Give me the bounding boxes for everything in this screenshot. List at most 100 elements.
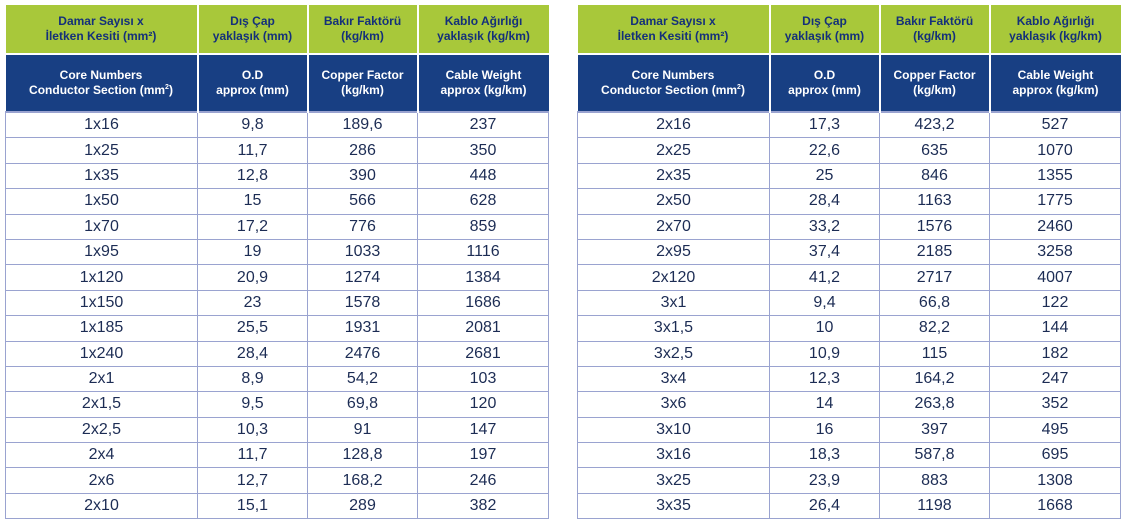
header-outer-diameter-en: O.D approx (mm): [197, 53, 309, 112]
cell-cable-weight: 1668: [989, 492, 1121, 519]
cell-cable-weight: 695: [989, 442, 1121, 469]
cell-core-section: 2x10: [5, 492, 198, 519]
cell-cable-weight: 147: [417, 416, 549, 444]
table-row: 3x16 18,3 587,8 695: [577, 442, 1121, 469]
cell-outer-diameter: 10: [769, 315, 880, 342]
cell-outer-diameter: 33,2: [769, 213, 880, 240]
cell-cable-weight: 1384: [417, 264, 549, 291]
cell-outer-diameter: 25,5: [197, 315, 308, 342]
cell-cable-weight: 1775: [989, 188, 1121, 215]
cable-table-left: Damar Sayısı x İletken Kesiti (mm²) Dış Ç…: [5, 5, 549, 519]
table-row: 3x10 16 397 495: [577, 416, 1121, 444]
table-row: 2x120 41,2 2717 4007: [577, 264, 1121, 291]
cell-copper-factor: 1576: [879, 213, 990, 240]
cell-core-section: 3x35: [577, 492, 770, 519]
cell-core-section: 2x4: [5, 442, 198, 469]
cell-outer-diameter: 11,7: [197, 442, 308, 469]
table-row: 2x1 8,9 54,2 103: [5, 365, 549, 393]
cell-outer-diameter: 10,3: [197, 416, 308, 444]
cell-core-section: 3x25: [577, 467, 770, 494]
table-row: 2x50 28,4 1163 1775: [577, 188, 1121, 215]
cell-outer-diameter: 23,9: [769, 467, 880, 494]
cell-core-section: 3x10: [577, 416, 770, 444]
cell-copper-factor: 69,8: [307, 391, 418, 418]
cell-cable-weight: 495: [989, 416, 1121, 444]
cell-copper-factor: 846: [879, 162, 990, 190]
cell-cable-weight: 628: [417, 188, 549, 215]
table-row: 2x10 15,1 289 382: [5, 492, 549, 519]
cell-copper-factor: 566: [307, 188, 418, 215]
cell-outer-diameter: 12,8: [197, 162, 308, 190]
table-row: 1x95 19 1033 1116: [5, 238, 549, 266]
cell-core-section: 2x2,5: [5, 416, 198, 444]
cell-core-section: 2x50: [577, 188, 770, 215]
header-copper-factor-tr: Bakır Faktörü (kg/km): [879, 5, 991, 54]
cell-core-section: 2x70: [577, 213, 770, 240]
cell-outer-diameter: 14: [769, 391, 880, 418]
cell-core-section: 2x25: [577, 137, 770, 164]
header-row-turkish: Damar Sayısı x İletken Kesiti (mm²) Dış Ç…: [5, 5, 549, 54]
cell-copper-factor: 1033: [307, 238, 418, 266]
cell-core-section: 1x16: [5, 111, 198, 139]
cell-copper-factor: 423,2: [879, 111, 990, 139]
cell-core-section: 2x120: [577, 264, 770, 291]
cell-cable-weight: 197: [417, 442, 549, 469]
cell-copper-factor: 1163: [879, 188, 990, 215]
cell-outer-diameter: 11,7: [197, 137, 308, 164]
cell-core-section: 3x16: [577, 442, 770, 469]
table-row: 2x4 11,7 128,8 197: [5, 442, 549, 469]
table-row: 3x1,5 10 82,2 144: [577, 315, 1121, 342]
cell-cable-weight: 3258: [989, 238, 1121, 266]
cell-outer-diameter: 25: [769, 162, 880, 190]
cell-cable-weight: 1355: [989, 162, 1121, 190]
table-row: 2x2,5 10,3 91 147: [5, 416, 549, 444]
cell-cable-weight: 1686: [417, 289, 549, 317]
cell-cable-weight: 144: [989, 315, 1121, 342]
header-cable-weight-tr: Kablo Ağırlığı yaklaşık (kg/km): [417, 5, 549, 54]
cell-outer-diameter: 15: [197, 188, 308, 215]
cell-core-section: 1x185: [5, 315, 198, 342]
cell-outer-diameter: 12,7: [197, 467, 308, 494]
cell-outer-diameter: 15,1: [197, 492, 308, 519]
cell-outer-diameter: 37,4: [769, 238, 880, 266]
cell-copper-factor: 128,8: [307, 442, 418, 469]
table-row: 1x70 17,2 776 859: [5, 213, 549, 240]
cell-copper-factor: 1274: [307, 264, 418, 291]
cell-copper-factor: 1931: [307, 315, 418, 342]
cell-outer-diameter: 12,3: [769, 365, 880, 393]
cell-outer-diameter: 26,4: [769, 492, 880, 519]
cell-copper-factor: 397: [879, 416, 990, 444]
cell-outer-diameter: 18,3: [769, 442, 880, 469]
cell-copper-factor: 1198: [879, 492, 990, 519]
cell-cable-weight: 103: [417, 365, 549, 393]
cell-copper-factor: 883: [879, 467, 990, 494]
cell-copper-factor: 263,8: [879, 391, 990, 418]
cell-outer-diameter: 8,9: [197, 365, 308, 393]
table-row: 3x6 14 263,8 352: [577, 391, 1121, 418]
cell-copper-factor: 164,2: [879, 365, 990, 393]
cell-core-section: 2x16: [577, 111, 770, 139]
table-row: 1x16 9,8 189,6 237: [5, 111, 549, 139]
cell-cable-weight: 527: [989, 111, 1121, 139]
cell-core-section: 1x240: [5, 340, 198, 367]
cell-cable-weight: 120: [417, 391, 549, 418]
cell-core-section: 1x150: [5, 289, 198, 317]
cell-outer-diameter: 19: [197, 238, 308, 266]
cell-outer-diameter: 28,4: [197, 340, 308, 367]
table-row: 1x240 28,4 2476 2681: [5, 340, 549, 367]
cell-copper-factor: 635: [879, 137, 990, 164]
cell-outer-diameter: 20,9: [197, 264, 308, 291]
table-row: 2x6 12,7 168,2 246: [5, 467, 549, 494]
table-row: 1x185 25,5 1931 2081: [5, 315, 549, 342]
header-core-section-tr: Damar Sayısı x İletken Kesiti (mm²): [577, 5, 771, 54]
table-row: 3x4 12,3 164,2 247: [577, 365, 1121, 393]
header-copper-factor-en: Copper Factor (kg/km): [307, 53, 419, 112]
header-core-section-en: Core Numbers Conductor Section (mm2): [577, 53, 771, 112]
cell-outer-diameter: 23: [197, 289, 308, 317]
table-row: 1x120 20,9 1274 1384: [5, 264, 549, 291]
cell-core-section: 2x1: [5, 365, 198, 393]
cell-cable-weight: 2681: [417, 340, 549, 367]
cell-core-section: 3x1: [577, 289, 770, 317]
cell-cable-weight: 1308: [989, 467, 1121, 494]
cell-cable-weight: 352: [989, 391, 1121, 418]
